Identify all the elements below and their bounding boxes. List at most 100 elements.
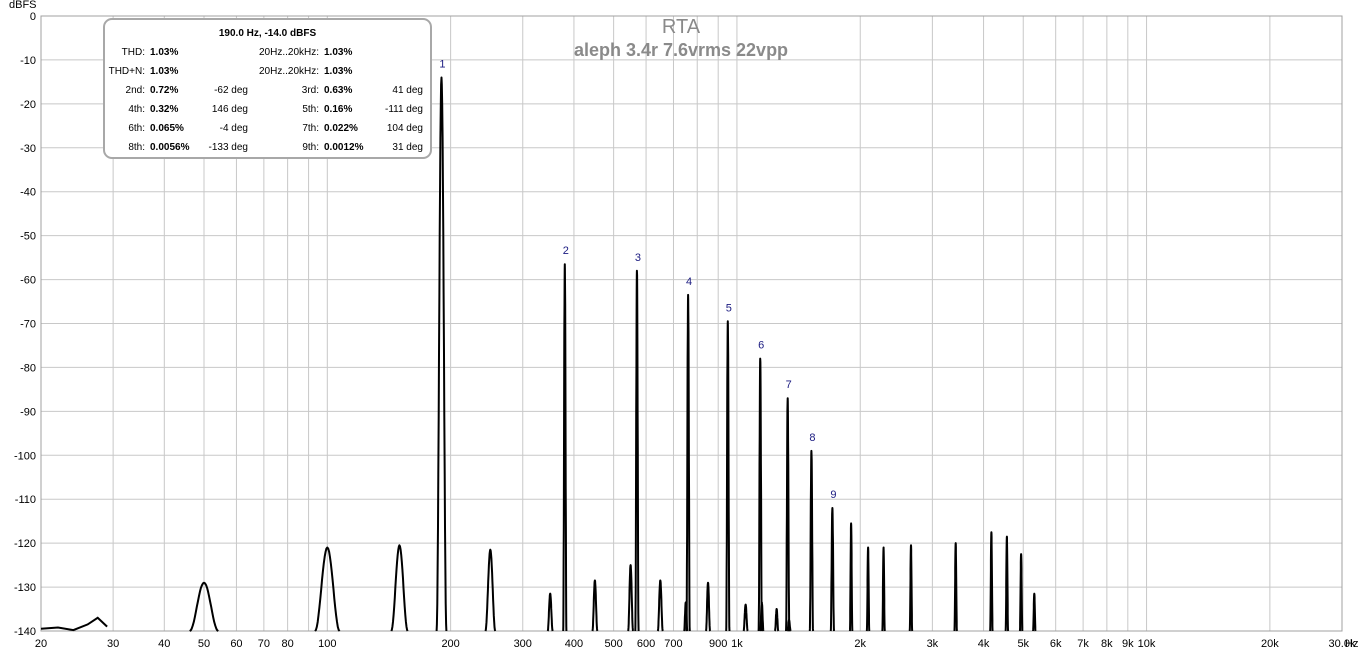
y-tick-label: -70 [20, 319, 36, 331]
info-value: 0.32% [150, 104, 179, 115]
info-value: 0.16% [324, 104, 353, 115]
spectrum-peak [705, 581, 712, 632]
info-label: 2nd: [125, 85, 145, 96]
info-value: 0.63% [324, 85, 353, 96]
spectrum-peak [314, 546, 341, 632]
spectrum-peak [390, 544, 409, 632]
harmonic-label: 1 [439, 59, 445, 71]
info-value: 1.03% [324, 47, 353, 58]
y-tick-label: -40 [20, 187, 36, 199]
chart-title: RTA [662, 16, 701, 38]
x-tick-label: 3k [927, 638, 939, 650]
x-tick-label: 400 [565, 638, 583, 650]
y-tick-label: 0 [30, 11, 36, 23]
x-tick-label: 60 [230, 638, 242, 650]
spectrum-peak [808, 449, 815, 632]
harmonic-label: 9 [830, 489, 836, 501]
info-label: 9th: [302, 142, 319, 153]
info-value: 0.0056% [150, 142, 190, 153]
y-tick-label: -80 [20, 362, 36, 374]
chart-subtitle: aleph 3.4r 7.6vrms 22vpp [574, 40, 788, 60]
spectrum-peak [786, 619, 792, 632]
info-label: 20Hz..20kHz: [259, 47, 320, 58]
spectrum-peak [562, 263, 568, 632]
x-tick-label: 200 [441, 638, 459, 650]
spectrum-peak [1032, 592, 1037, 632]
spectrum-peak [484, 548, 497, 632]
spectrum-peak [774, 608, 780, 632]
harmonic-label: 8 [809, 432, 815, 444]
x-axis-unit: Hz [1345, 638, 1358, 650]
spectrum-peak [435, 76, 448, 632]
x-tick-label: 2k [854, 638, 866, 650]
x-tick-label: 1k [731, 638, 743, 650]
x-tick-label: 300 [514, 638, 532, 650]
spectrum-trace [40, 76, 1037, 632]
y-tick-label: -90 [20, 406, 36, 418]
info-phase: -133 deg [208, 142, 248, 153]
info-value: 1.03% [150, 66, 179, 77]
info-phase: 31 deg [392, 142, 423, 153]
spectrum-peak [989, 531, 994, 632]
info-value: 0.065% [150, 123, 184, 134]
info-value: 0.72% [150, 85, 179, 96]
spectrum-peak [1004, 535, 1010, 632]
x-tick-label: 40 [158, 638, 170, 650]
spectrum-peak [881, 546, 886, 632]
y-tick-label: -50 [20, 231, 36, 243]
x-tick-label: 700 [664, 638, 682, 650]
spectrum-peak [759, 601, 765, 632]
y-tick-label: -140 [14, 626, 36, 638]
spectrum-peak [908, 544, 914, 632]
x-tick-label: 20 [35, 638, 47, 650]
y-tick-label: -100 [14, 450, 36, 462]
spectrum-peak [953, 542, 958, 632]
harmonic-label: 2 [563, 245, 569, 257]
info-label: 8th: [128, 142, 145, 153]
x-tick-label: 6k [1050, 638, 1062, 650]
x-tick-label: 7k [1077, 638, 1089, 650]
x-tick-label: 600 [637, 638, 655, 650]
spectrum-peak [683, 601, 689, 632]
y-tick-label: -110 [15, 494, 36, 506]
x-tick-label: 500 [604, 638, 622, 650]
x-tick-label: 4k [978, 638, 990, 650]
info-phase: 146 deg [211, 104, 248, 115]
y-tick-label: -60 [20, 275, 36, 287]
info-label: THD: [121, 47, 145, 58]
y-tick-label: -130 [14, 582, 36, 594]
info-phase: 104 deg [386, 123, 423, 134]
spectrum-peak [865, 546, 871, 632]
info-label: 3rd: [301, 85, 319, 96]
x-tick-label: 50 [198, 638, 210, 650]
info-label: 6th: [128, 123, 145, 134]
spectrum-peak [785, 397, 791, 632]
y-axis-unit: dBFS [9, 0, 37, 11]
harmonic-label: 4 [686, 276, 692, 288]
spectrum-peak [742, 603, 749, 632]
x-tick-label: 9k [1122, 638, 1134, 650]
x-tick-label: 20k [1261, 638, 1279, 650]
harmonic-label: 6 [758, 340, 764, 352]
axis-ticks: 0 -10 -20 -30 -40 -50 -60 -70 -80 -90 -100 -110 -120… [14, 11, 1356, 650]
y-tick-label: -30 [20, 143, 36, 155]
spectrum-peak [1018, 553, 1024, 632]
spectrum-peak [627, 564, 634, 632]
x-tick-label: 10k [1138, 638, 1156, 650]
spectrum-peak [656, 579, 664, 632]
info-label: 5th: [302, 104, 319, 115]
y-tick-label: -10 [20, 55, 36, 67]
info-value: 0.022% [324, 123, 358, 134]
spectrum-peak [634, 269, 640, 632]
x-tick-label: 80 [281, 638, 293, 650]
info-phase: -62 deg [214, 85, 248, 96]
spectrum-peak [829, 507, 835, 632]
info-label: 20Hz..20kHz: [259, 66, 320, 77]
y-tick-label: -20 [20, 99, 36, 111]
info-value: 1.03% [150, 47, 179, 58]
x-tick-label: 8k [1101, 638, 1113, 650]
spectrum-peak [757, 357, 763, 632]
distortion-info-box: 190.0 Hz, -14.0 dBFS THD: 1.03% 20Hz..20kH… [103, 18, 432, 159]
harmonic-label: 3 [635, 252, 641, 264]
